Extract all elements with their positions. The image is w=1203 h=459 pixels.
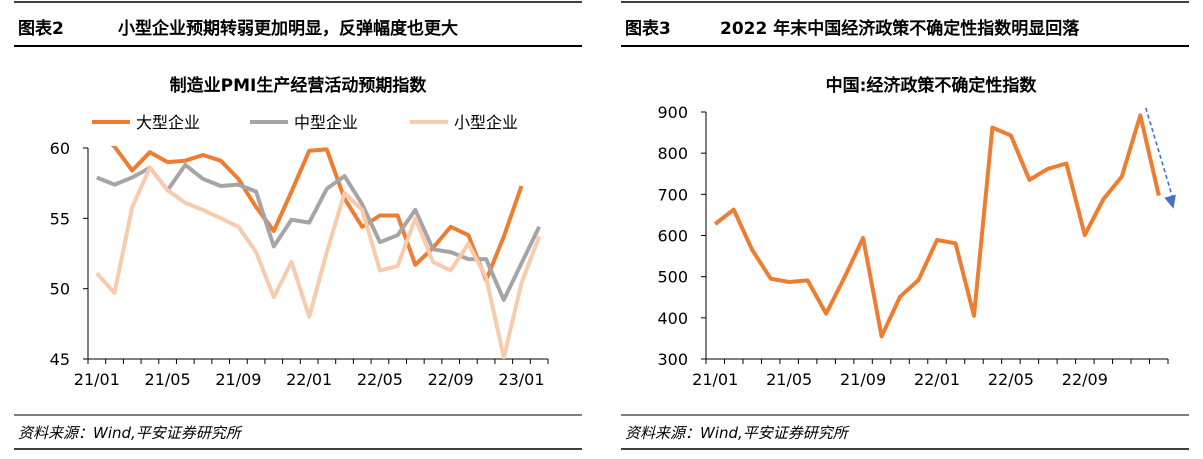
chart-title: 制造业PMI生产经营活动预期指数 <box>170 75 428 96</box>
legend-label: 大型企业 <box>136 113 200 132</box>
figure-header-title: 小型企业预期转弱更加明显，反弹幅度也更大 <box>118 18 458 39</box>
y-tick-label: 800 <box>657 144 688 163</box>
x-tick-label: 21/01 <box>692 370 738 389</box>
y-tick-label: 400 <box>657 309 688 328</box>
x-tick-label: 22/01 <box>286 370 332 389</box>
x-tick-label: 21/01 <box>74 370 120 389</box>
source-note: 资料来源：Wind,平安证券研究所 <box>625 424 850 442</box>
y-tick-label: 700 <box>657 185 688 204</box>
x-tick-label: 22/05 <box>357 370 403 389</box>
series-line-0 <box>110 146 524 283</box>
trend-arrow-shaft <box>1145 107 1175 201</box>
panel-right: 图表3 2022 年末中国经济政策不确定性指数明显回落 中国:经济政策不确定性指… <box>621 1 1189 450</box>
source-note: 资料来源：Wind,平安证券研究所 <box>18 424 243 442</box>
x-tick-label: 21/09 <box>215 370 261 389</box>
legend: 大型企业 中型企业 小型企业 <box>92 113 518 132</box>
x-tick-label: 22/01 <box>914 370 960 389</box>
x-tick-label: 22/05 <box>988 370 1034 389</box>
plot-area: 300 400 500 600 700 800 900 21/01 21/05 21/09 22/0… <box>657 103 1176 389</box>
series-line-1 <box>96 162 541 302</box>
x-tick-label: 21/05 <box>766 370 812 389</box>
figure-label: 图表3 <box>625 18 671 39</box>
panel-left: 图表2 小型企业预期转弱更加明显，反弹幅度也更大 制造业PMI生产经营活动预期指… <box>14 1 582 450</box>
legend-label: 中型企业 <box>294 113 358 132</box>
y-tick-label: 60 <box>50 139 70 158</box>
y-tick-label: 300 <box>657 350 688 369</box>
legend-label: 小型企业 <box>454 113 518 132</box>
y-tick-label: 55 <box>50 209 70 228</box>
series-line-2 <box>95 165 542 359</box>
chart-title: 中国:经济政策不确定性指数 <box>826 75 1038 96</box>
y-tick-label: 50 <box>50 280 70 299</box>
y-tick-label: 45 <box>50 350 70 369</box>
x-tick-label: 21/09 <box>840 370 886 389</box>
x-tick-label: 22/09 <box>428 370 474 389</box>
y-tick-label: 600 <box>657 227 688 246</box>
x-tick-label: 23/01 <box>498 370 544 389</box>
y-tick-label: 500 <box>657 268 688 287</box>
y-tick-label: 900 <box>657 103 688 122</box>
figure-label: 图表2 <box>18 18 64 39</box>
x-tick-label: 21/05 <box>145 370 191 389</box>
series-line-0 <box>713 113 1161 339</box>
figure-header-title: 2022 年末中国经济政策不确定性指数明显回落 <box>720 18 1080 39</box>
plot-area: 45 50 55 60 21/01 21/05 21/09 22/01 22/05 22/09 23… <box>50 139 549 389</box>
x-tick-label: 22/09 <box>1062 370 1108 389</box>
trend-arrow-head <box>1164 194 1176 209</box>
